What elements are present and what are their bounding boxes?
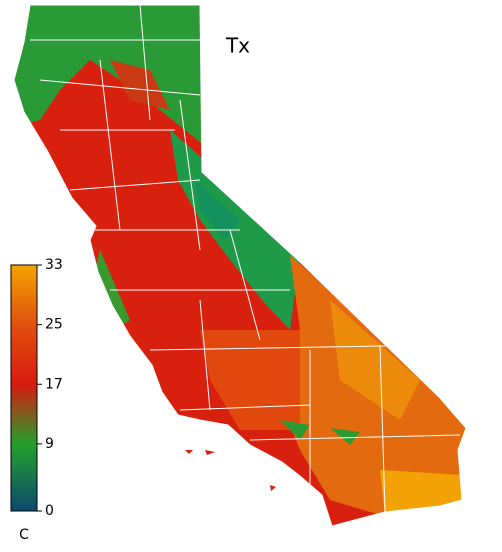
colorbar-tick-label: 0 <box>45 503 54 519</box>
colorbar-tick-label: 25 <box>45 317 63 333</box>
county-lines <box>30 4 461 513</box>
islands <box>185 450 276 491</box>
colorbar-tick-label: 9 <box>45 436 54 452</box>
colorbar <box>10 264 38 512</box>
colorbar-tick-label: 33 <box>45 257 63 273</box>
map-title: Tx <box>225 34 250 58</box>
colorbar-unit: C <box>19 527 29 543</box>
colorbar-tick-label: 17 <box>45 376 63 392</box>
